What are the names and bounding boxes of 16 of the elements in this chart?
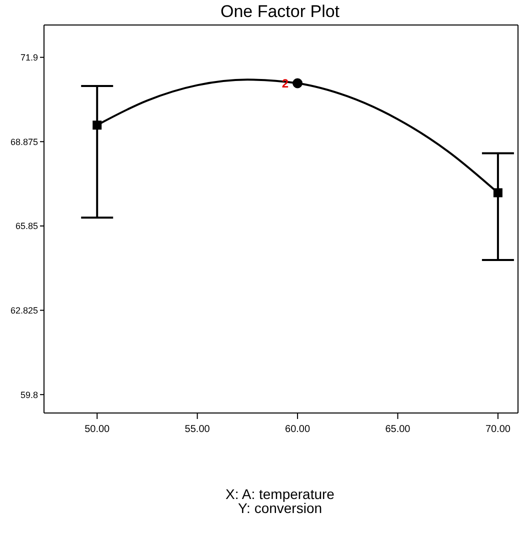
y-tick-label: 62.825 <box>10 305 38 316</box>
y-tick-label: 59.8 <box>20 390 38 400</box>
x-axis-title: X: A: temperature <box>224 486 336 502</box>
x-tick-label: 50.00 <box>84 424 110 436</box>
chart-title: One Factor Plot <box>219 2 341 22</box>
x-tick-label: 55.00 <box>184 424 210 436</box>
text: Y: conversion <box>236 500 322 516</box>
point <box>92 120 102 130</box>
x-tick-label: 60.00 <box>285 424 310 436</box>
point <box>493 188 502 198</box>
x-tick-label: 65.00 <box>385 424 411 436</box>
y-tick-label: 71.9 <box>20 52 38 63</box>
y-tick-label: 68.875 <box>10 136 38 147</box>
x-tick-label: 70.00 <box>485 424 511 436</box>
y-tick-label: 65.85 <box>15 221 38 232</box>
point <box>292 78 303 88</box>
